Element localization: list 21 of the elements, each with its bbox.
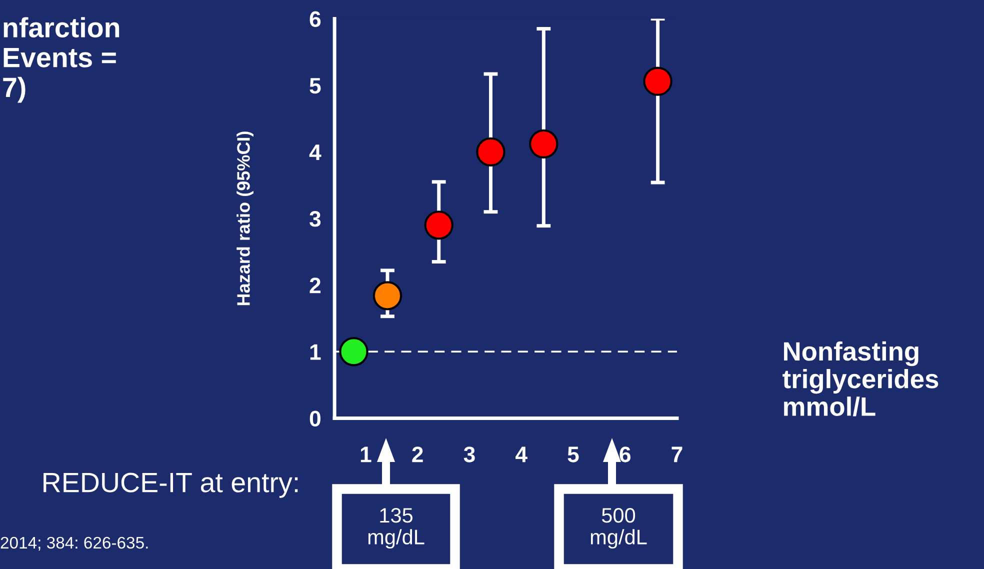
text: 135 mg/dL xyxy=(368,508,424,549)
y-tick-label: 6 xyxy=(310,11,321,28)
y-tick-label: 0 xyxy=(310,410,320,426)
y-tick-label: 5 xyxy=(310,78,321,94)
x-tick-label: 1 xyxy=(360,446,372,462)
y-tick-label: 2 xyxy=(310,278,320,294)
x-tick-label: 7 xyxy=(672,446,682,462)
y-tick-label: 3 xyxy=(310,211,321,227)
x-tick-label: 5 xyxy=(568,446,579,462)
x-axis-title: Nonfasting triglycerides mmol/L xyxy=(782,341,938,416)
x-tick-label: 4 xyxy=(516,446,528,462)
x-tick-label: 6 xyxy=(620,446,630,462)
text: 500 mg/dL xyxy=(590,508,647,549)
x-tick-label: 2 xyxy=(412,446,423,462)
y-tick-label: 4 xyxy=(309,144,322,160)
text: 2014; 384: 626-635. xyxy=(0,536,148,551)
text: nfarction Events = 7) xyxy=(3,17,120,103)
y-tick-label: 1 xyxy=(310,344,321,360)
y-axis-title: Hazard ratio (95%CI) xyxy=(236,132,254,306)
text: REDUCE-IT at entry: xyxy=(44,472,298,498)
x-tick-label: 3 xyxy=(464,446,475,462)
